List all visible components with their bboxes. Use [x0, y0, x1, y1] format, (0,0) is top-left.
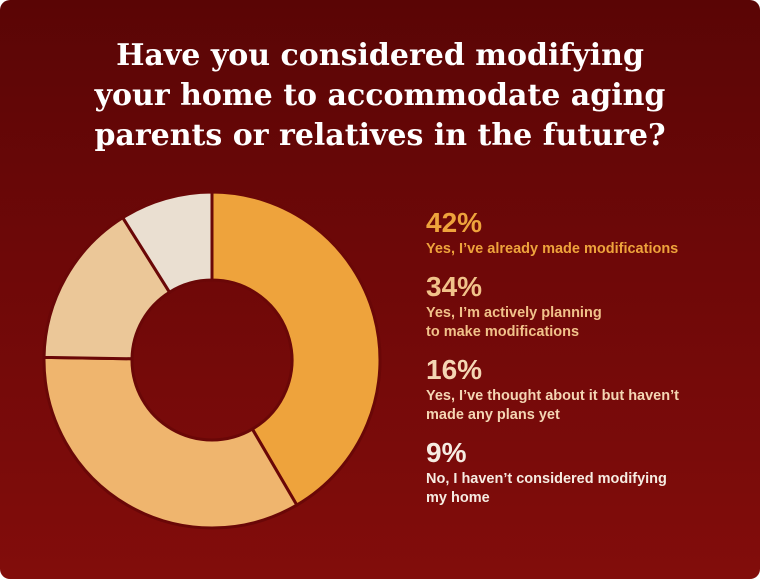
donut-slice-2: [42, 355, 299, 530]
legend-description-4: No, I haven’t considered modifying my ho…: [426, 470, 746, 508]
legend-description-4-line-1: No, I haven’t considered modifying: [426, 471, 667, 487]
legend-description-2-line-1: Yes, I’m actively planning: [426, 305, 602, 321]
legend: 42% Yes, I’ve already made modifications…: [426, 208, 746, 521]
legend-description-4-line-2: my home: [426, 490, 490, 506]
donut-slice-1: [210, 190, 382, 507]
legend-item-3: 16% Yes, I’ve thought about it but haven…: [426, 355, 746, 425]
legend-percent-3: 16%: [426, 354, 483, 385]
title-line-2: your home to accommodate aging: [94, 78, 666, 113]
title-line-3: parents or relatives in the future?: [94, 118, 666, 153]
legend-item-2: 34% Yes, I’m actively planning to make m…: [426, 272, 746, 342]
legend-percent-4: 9%: [426, 437, 467, 468]
legend-description-1: Yes, I’ve already made modifications: [426, 240, 746, 259]
legend-description-1-line-1: Yes, I’ve already made modifications: [426, 241, 679, 257]
legend-description-2-line-2: to make modifications: [426, 324, 580, 340]
legend-description-3: Yes, I’ve thought about it but haven’t m…: [426, 387, 746, 425]
legend-item-1: 42% Yes, I’ve already made modifications: [426, 208, 746, 259]
legend-description-3-line-1: Yes, I’ve thought about it but haven’t: [426, 388, 679, 404]
legend-percent-1: 42%: [426, 207, 483, 238]
legend-description-3-line-2: made any plans yet: [426, 407, 560, 423]
legend-description-2: Yes, I’m actively planning to make modif…: [426, 304, 746, 342]
donut-slice-4: [121, 190, 214, 294]
legend-percent-2: 34%: [426, 271, 483, 302]
donut-slice-3: [42, 216, 172, 361]
donut-chart: [42, 190, 382, 530]
legend-item-4: 9% No, I haven’t considered modifying my…: [426, 438, 746, 508]
chart-title: Have you considered modifying your home …: [60, 36, 700, 156]
title-line-1: Have you considered modifying: [116, 38, 644, 73]
